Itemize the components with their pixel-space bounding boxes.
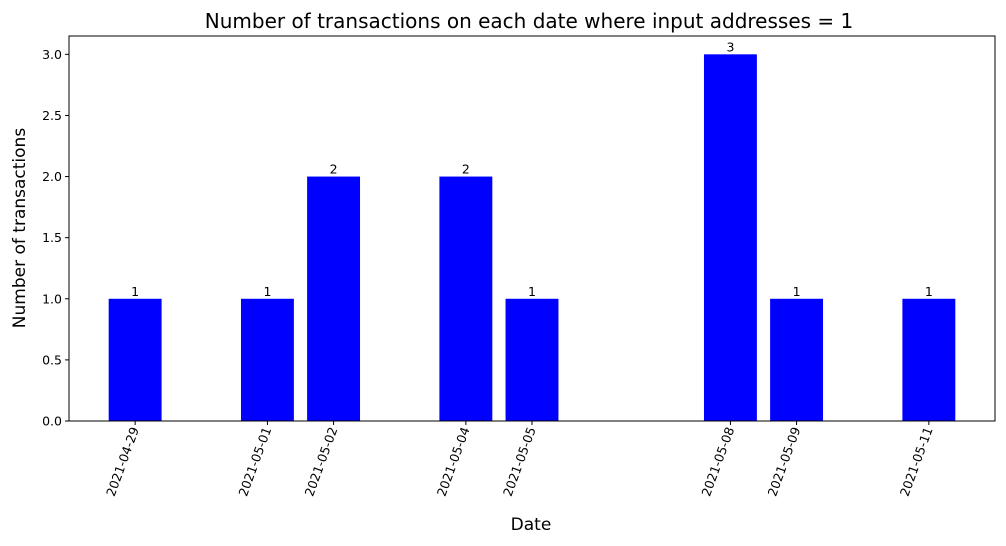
y-tick-label: 0.0 [42,414,62,429]
y-axis-title: Number of transactions [10,128,30,329]
bar [770,298,824,421]
plot-area: 1 1 2 2 1 3 1 1 0.0 0.5 1.0 1.5 2.0 2.5 3.0 2021-04-29 2… [42,35,996,498]
bar-value-label: 2 [330,162,338,177]
bar-value-label: 3 [726,39,734,54]
bar [108,298,162,421]
bar-value-label: 2 [462,162,470,177]
x-tick-label: 2021-05-04 [434,425,473,498]
bar [439,176,493,421]
x-tick-label: 2021-05-09 [764,425,803,498]
y-tick-label: 1.0 [42,291,62,306]
bar-value-label: 1 [263,284,271,299]
bar [240,298,294,421]
x-axis-title: Date [511,515,552,535]
x-tick-label: 2021-04-29 [103,425,142,498]
bar-value-label: 1 [131,284,139,299]
x-tick-label: 2021-05-11 [897,425,936,498]
x-tick-label: 2021-05-05 [500,425,539,498]
bar [902,298,956,421]
x-tick-label: 2021-05-08 [698,425,737,498]
bar-value-label: 1 [528,284,536,299]
y-tick-label: 2.0 [42,169,62,184]
x-tick-label: 2021-05-01 [235,425,274,498]
x-tick-label: 2021-05-02 [301,425,340,498]
y-tick-label: 0.5 [42,352,62,367]
bar [505,298,559,421]
y-tick-label: 2.5 [42,108,62,123]
chart-title: Number of transactions on each date wher… [205,9,854,33]
y-tick-label: 1.5 [42,230,62,245]
bar-value-label: 1 [793,284,801,299]
bar [703,54,757,421]
y-tick-label: 3.0 [42,47,62,62]
bar [307,176,361,421]
bar-value-label: 1 [925,284,933,299]
